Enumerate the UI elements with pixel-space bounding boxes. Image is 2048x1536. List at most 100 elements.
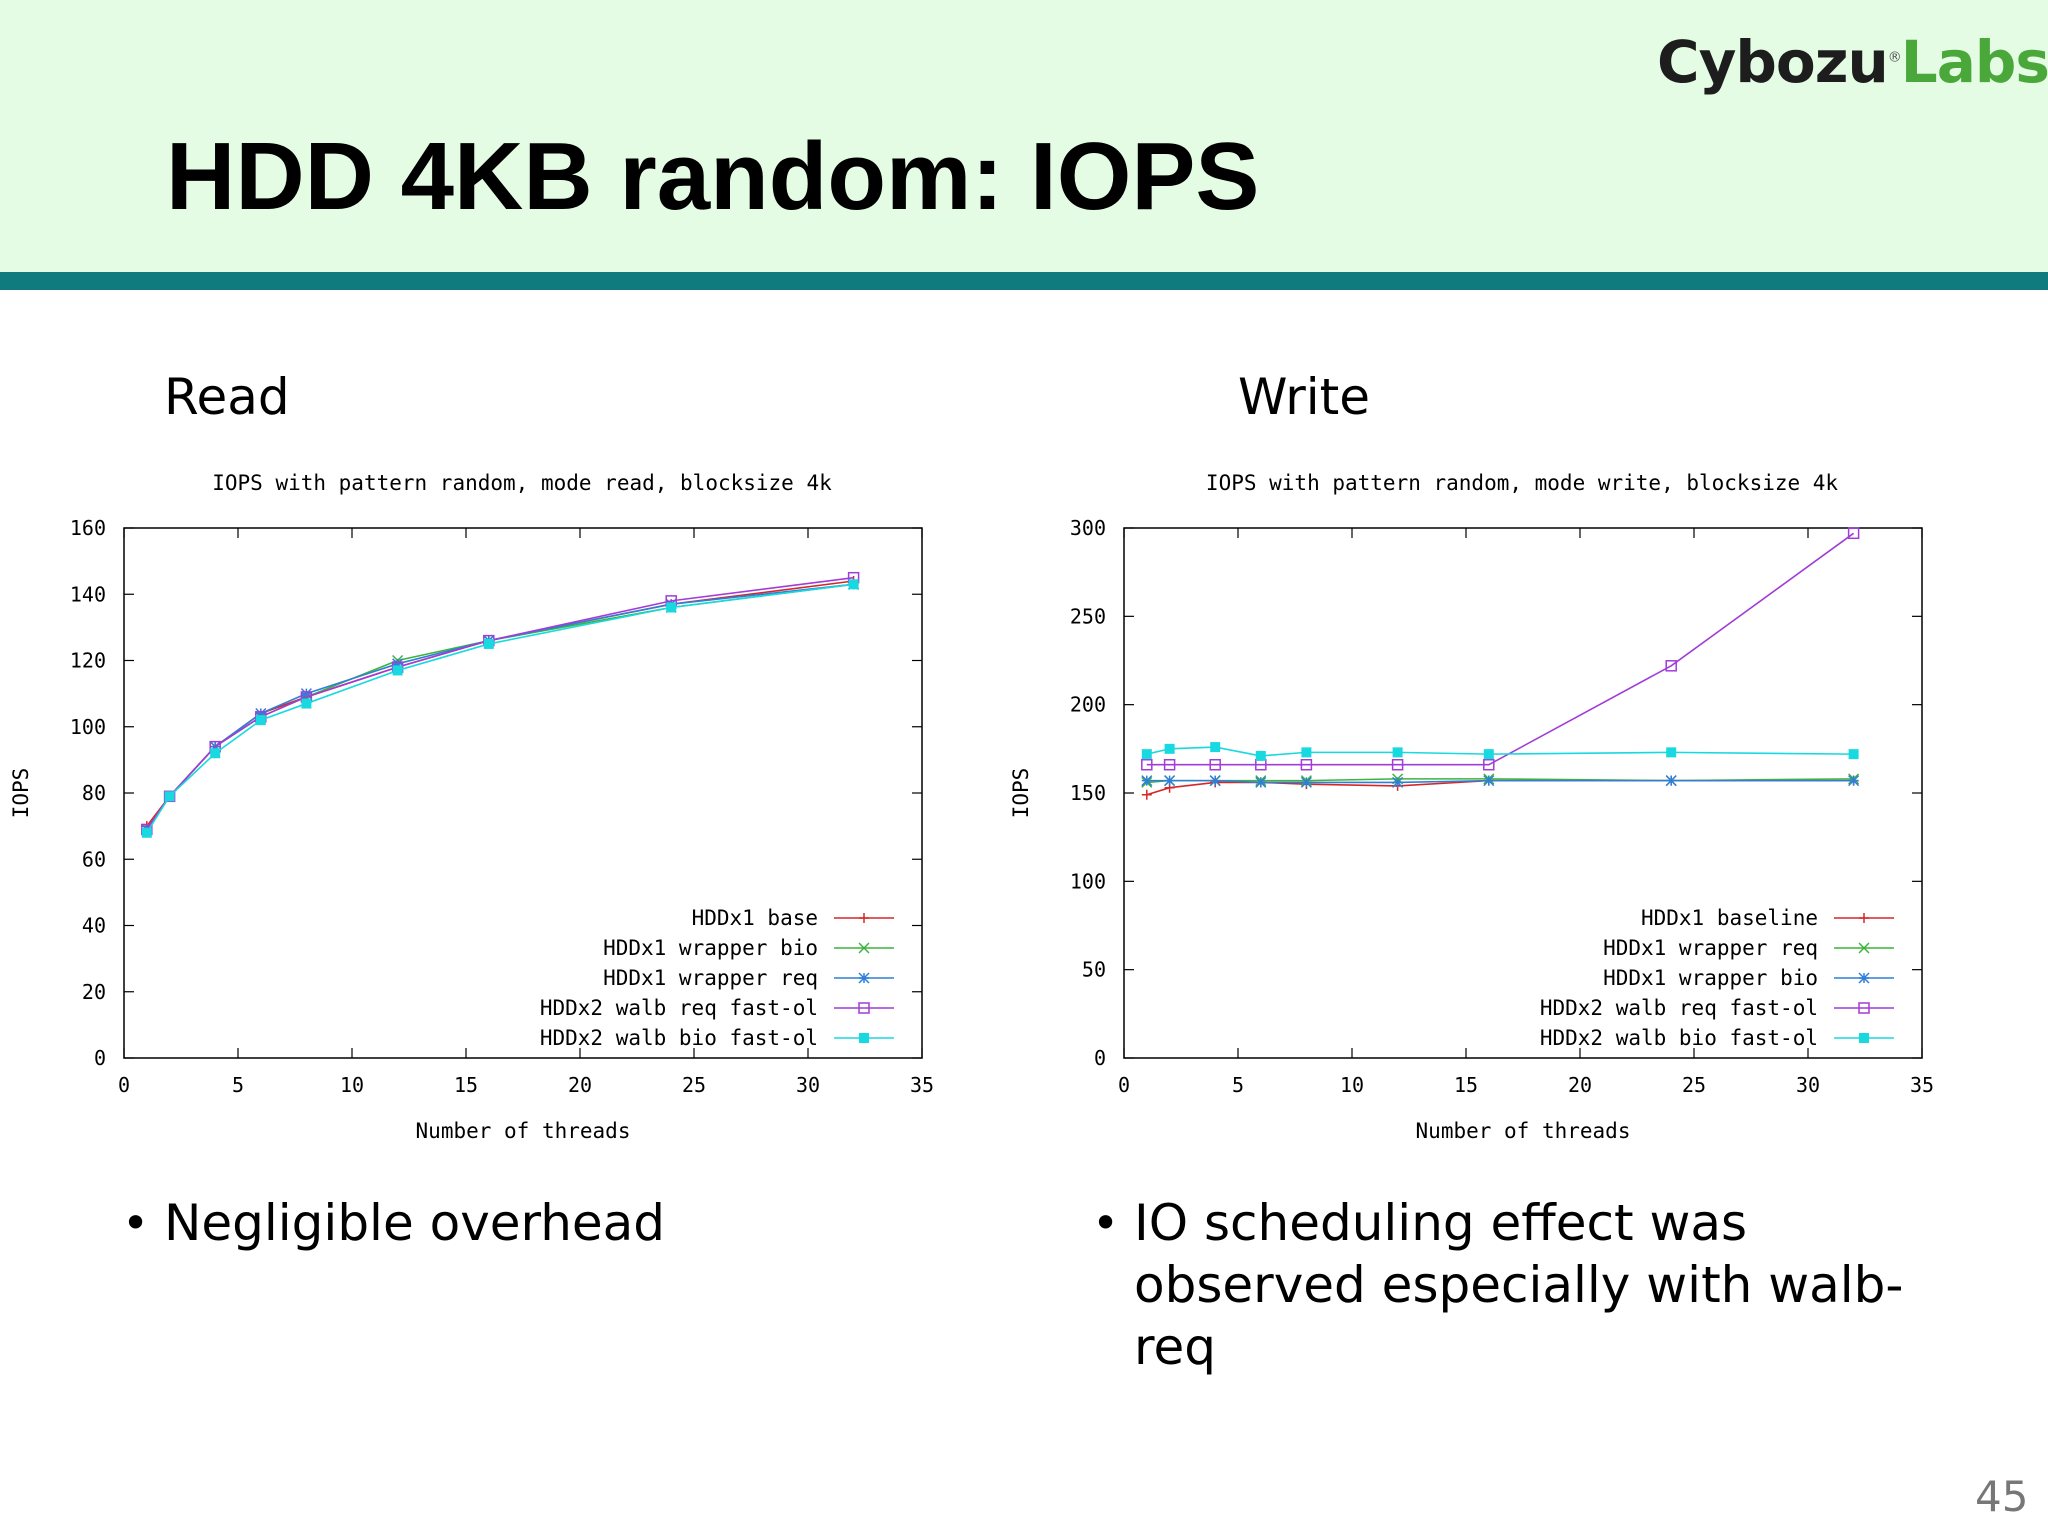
y-tick-label: 150 [1070, 781, 1106, 805]
y-tick-label: 0 [1094, 1046, 1106, 1070]
series-line [1146, 532, 1855, 766]
y-axis-label: IOPS [9, 768, 33, 819]
data-point [164, 791, 175, 802]
series-line [146, 583, 854, 830]
legend-label: HDDx2 walb req fast-ol [540, 996, 818, 1020]
data-point [1255, 750, 1266, 761]
data-point [483, 638, 494, 649]
series-line [1146, 746, 1854, 757]
data-point [1209, 758, 1221, 771]
data-point [141, 827, 152, 838]
y-tick-label: 100 [1070, 869, 1106, 893]
slide-title: HDD 4KB random: IOPS [166, 123, 1260, 230]
data-point [1301, 747, 1312, 758]
logo-text-cybozu: Cybozu [1657, 28, 1889, 96]
bullet-dot: • [1092, 1196, 1120, 1250]
write-bullet: • IO scheduling effect was observed espe… [1092, 1192, 1954, 1378]
x-tick-label: 30 [1796, 1073, 1820, 1097]
write-bullet-text: IO scheduling effect was observed especi… [1134, 1194, 1904, 1376]
data-point [1141, 775, 1153, 787]
data-point [1141, 789, 1152, 800]
legend-label: HDDx2 walb bio fast-ol [540, 1026, 818, 1050]
data-point [255, 707, 267, 720]
series-line [146, 580, 854, 827]
data-point [666, 602, 677, 613]
data-point [1210, 742, 1221, 753]
data-point [1300, 776, 1312, 788]
legend-label: HDDx1 wrapper req [603, 966, 818, 990]
y-tick-label: 200 [1070, 693, 1106, 717]
read-bullet: • Negligible overhead [122, 1192, 964, 1254]
x-tick-label: 15 [454, 1073, 478, 1097]
legend-marker [858, 1002, 870, 1014]
y-tick-label: 20 [82, 980, 106, 1004]
data-point [1848, 775, 1860, 787]
legend-marker [1859, 1033, 1869, 1043]
data-point [1483, 775, 1495, 787]
y-tick-label: 120 [70, 649, 106, 673]
y-tick-label: 140 [70, 582, 106, 606]
x-axis-label: Number of threads [1416, 1119, 1631, 1143]
data-point [1164, 775, 1176, 787]
series-group [141, 578, 860, 835]
legend-label: HDDx1 wrapper bio [603, 936, 818, 960]
data-point [1665, 660, 1677, 672]
x-tick-label: 35 [910, 1073, 934, 1097]
x-tick-label: 25 [682, 1073, 706, 1097]
legend-marker [1858, 1002, 1870, 1014]
write-panel-label: Write [1238, 368, 1371, 426]
legend-label: HDDx2 walb bio fast-ol [1540, 1026, 1818, 1050]
legend-label: HDDx1 base [692, 906, 818, 930]
series-line [146, 583, 854, 834]
x-tick-label: 10 [1340, 1073, 1364, 1097]
write-iops-chart: IOPS with pattern random, mode write, bl… [1009, 471, 1934, 1143]
bullet-dot: • [122, 1196, 150, 1250]
data-point [1483, 758, 1495, 771]
legend-marker [858, 942, 870, 954]
series-group [141, 576, 859, 832]
y-tick-label: 50 [1082, 958, 1106, 982]
legend-marker [859, 913, 869, 923]
x-tick-label: 10 [340, 1073, 364, 1097]
read-iops-chart: IOPS with pattern random, mode read, blo… [9, 471, 934, 1143]
legend-marker [859, 1033, 869, 1043]
data-point [300, 688, 312, 700]
chart-title: IOPS with pattern random, mode read, blo… [212, 471, 832, 495]
x-tick-label: 20 [1568, 1073, 1592, 1097]
page-number: 45 [1975, 1472, 2029, 1521]
data-point [1483, 749, 1494, 760]
data-point [210, 748, 221, 759]
data-point [1255, 776, 1267, 788]
data-point [1141, 758, 1153, 771]
data-point [1848, 749, 1859, 760]
data-point [392, 658, 404, 670]
y-tick-label: 300 [1070, 516, 1106, 540]
data-point [1392, 776, 1404, 788]
read-bullet-text: Negligible overhead [164, 1194, 666, 1252]
x-tick-label: 20 [568, 1073, 592, 1097]
legend-label: HDDx1 wrapper bio [1603, 966, 1818, 990]
series-group [141, 579, 859, 838]
data-point [1391, 758, 1404, 771]
data-point [1665, 775, 1677, 787]
logo-registered-mark: ® [1887, 49, 1902, 66]
x-tick-label: 0 [118, 1073, 130, 1097]
series-group [1141, 742, 1859, 761]
data-point [1392, 747, 1403, 758]
data-point [1209, 775, 1221, 787]
legend-marker [1858, 972, 1870, 984]
y-tick-label: 60 [82, 847, 106, 871]
series-line [146, 583, 854, 830]
legend-label: HDDx1 wrapper req [1603, 936, 1818, 960]
legend-marker [1858, 942, 1870, 954]
data-point [1847, 527, 1860, 540]
y-tick-label: 250 [1070, 604, 1106, 628]
x-tick-label: 30 [796, 1073, 820, 1097]
series-group [141, 571, 860, 836]
data-point [301, 698, 312, 709]
x-tick-label: 15 [1454, 1073, 1478, 1097]
chart-title: IOPS with pattern random, mode write, bl… [1206, 471, 1839, 495]
data-point [392, 665, 403, 676]
read-panel-label: Read [164, 368, 290, 426]
series-group [1141, 775, 1860, 788]
